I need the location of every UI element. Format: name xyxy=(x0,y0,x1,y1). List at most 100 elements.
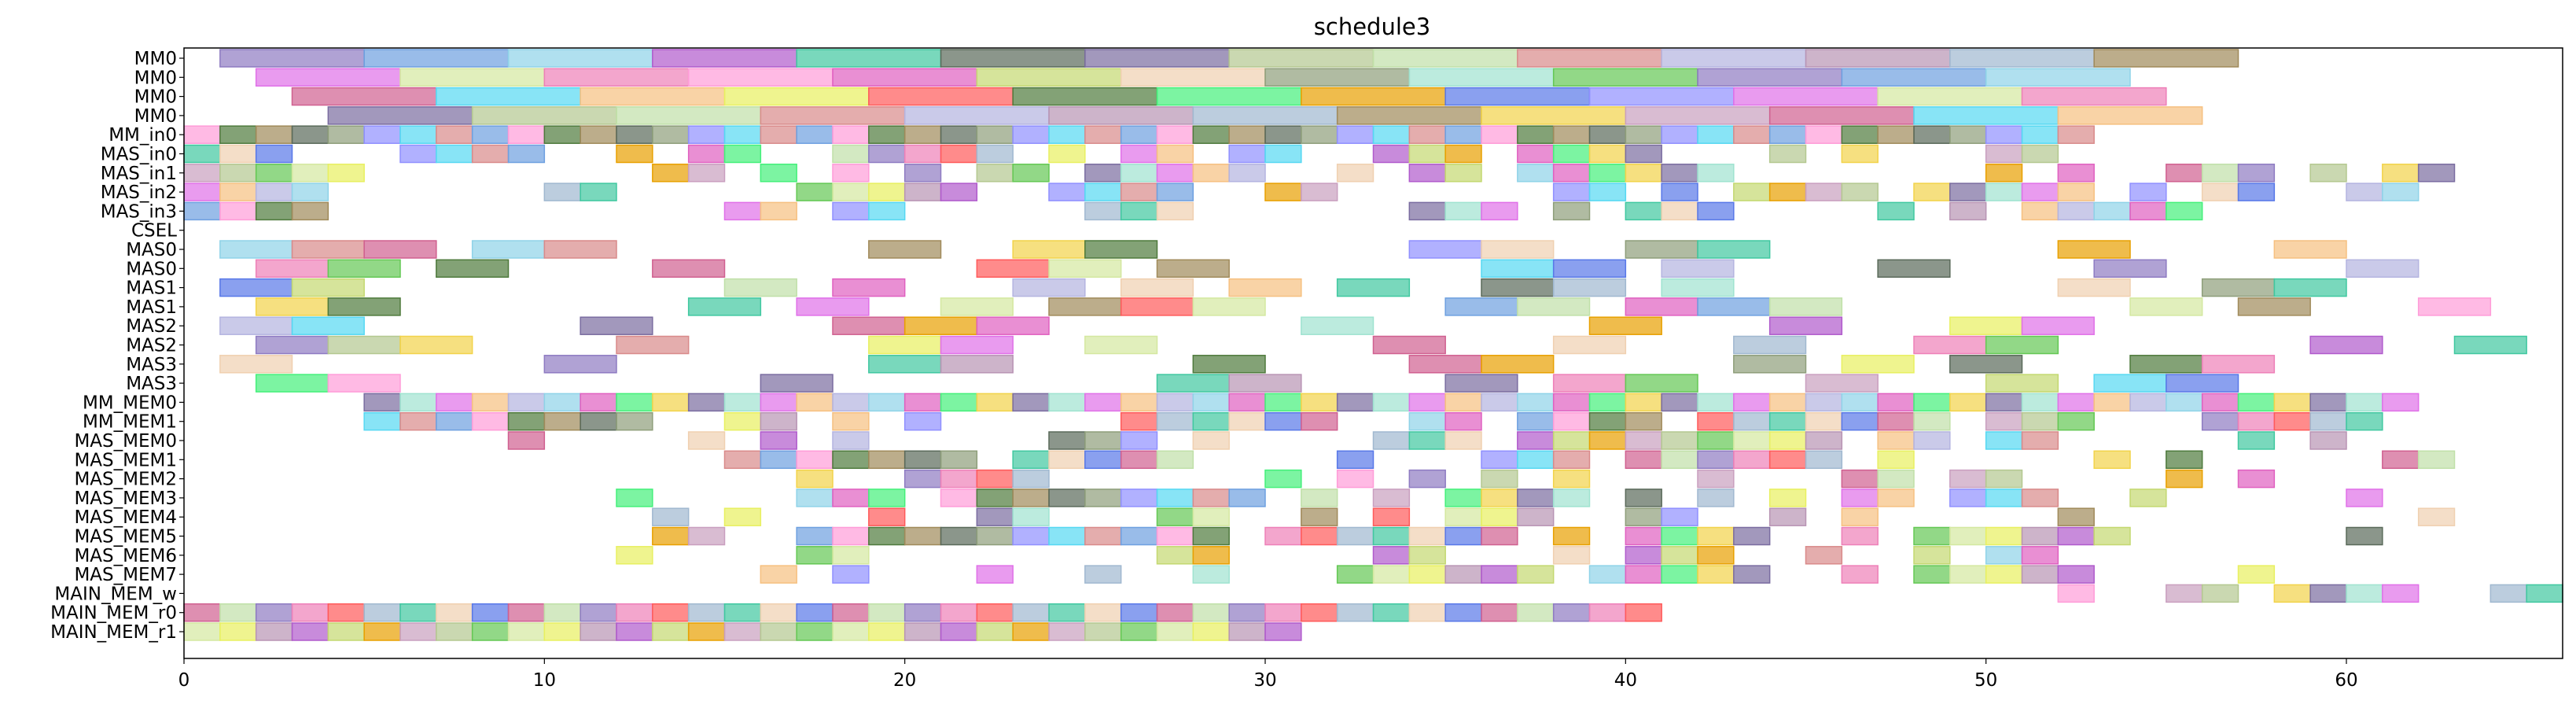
schedule-bar xyxy=(1841,526,1879,546)
schedule-bar xyxy=(543,125,581,144)
schedule-bar xyxy=(1625,374,1698,393)
schedule-bar xyxy=(1012,507,1050,526)
schedule-bar xyxy=(616,603,653,622)
schedule-bar xyxy=(1588,431,1627,450)
y-tick-label: CSEL xyxy=(131,221,177,242)
schedule-bar xyxy=(1048,431,1086,450)
schedule-bar xyxy=(1985,565,2023,584)
schedule-bar xyxy=(832,125,870,144)
schedule-bar xyxy=(976,507,1014,526)
schedule-bar xyxy=(2237,565,2276,584)
schedule-bar xyxy=(616,335,690,355)
schedule-bar xyxy=(1408,565,1446,584)
schedule-bar xyxy=(1084,622,1122,641)
y-tick-label: MAS_MEM4 xyxy=(74,507,177,528)
schedule-bar xyxy=(1625,201,1662,221)
schedule-bar xyxy=(2057,125,2095,144)
schedule-bar xyxy=(1588,411,1627,431)
schedule-bar xyxy=(868,489,906,507)
schedule-bar xyxy=(580,125,617,144)
schedule-bar xyxy=(1408,546,1446,565)
schedule-bar xyxy=(2057,164,2095,183)
schedule-bar xyxy=(976,565,1014,584)
schedule-bar xyxy=(903,106,1050,125)
schedule-bar xyxy=(363,603,401,622)
schedule-bar xyxy=(940,603,978,622)
schedule-bar xyxy=(832,526,870,546)
schedule-bar xyxy=(1048,125,1086,144)
schedule-bar xyxy=(1588,144,1627,164)
schedule-bar xyxy=(1733,565,1771,584)
schedule-bar xyxy=(1012,622,1050,641)
schedule-bar xyxy=(1120,450,1158,470)
schedule-bar xyxy=(183,144,221,164)
schedule-bar xyxy=(1697,469,1735,489)
schedule-bar xyxy=(2129,355,2203,374)
schedule-bar xyxy=(255,335,329,355)
y-tick-label: MAS0 xyxy=(126,240,177,260)
schedule-bar xyxy=(327,125,365,144)
schedule-bar xyxy=(1552,469,1591,489)
schedule-bar xyxy=(471,144,510,164)
schedule-bar xyxy=(1768,489,1807,507)
schedule-bar xyxy=(1372,335,1446,355)
schedule-bar xyxy=(1841,411,1879,431)
schedule-bar xyxy=(2490,584,2527,603)
schedule-bar xyxy=(940,489,978,507)
schedule-bar xyxy=(1301,603,1338,622)
schedule-bar xyxy=(363,411,401,431)
schedule-bar xyxy=(687,125,726,144)
schedule-bar xyxy=(2021,87,2167,106)
schedule-bar xyxy=(2093,393,2131,412)
schedule-bar xyxy=(2273,240,2347,259)
schedule-bar xyxy=(940,125,978,144)
schedule-bar xyxy=(760,125,797,144)
schedule-bar xyxy=(1949,393,1987,412)
schedule-bar xyxy=(1913,393,1951,412)
schedule-bar xyxy=(1120,431,1158,450)
schedule-bar xyxy=(1012,240,1086,259)
schedule-bar xyxy=(1985,335,2059,355)
schedule-bar xyxy=(1048,393,1086,412)
schedule-bar xyxy=(1517,411,1555,431)
schedule-bar xyxy=(183,603,221,622)
schedule-bar xyxy=(219,355,293,374)
x-tick-label: 10 xyxy=(533,670,556,691)
y-tick-label: MAS2 xyxy=(126,316,177,337)
y-tick-label: MAS1 xyxy=(126,297,177,318)
schedule-bar xyxy=(1481,355,1555,374)
schedule-bar xyxy=(1697,164,1735,183)
schedule-bar xyxy=(832,393,870,412)
schedule-bar xyxy=(1949,355,2023,374)
schedule-bar xyxy=(1517,49,1662,68)
schedule-bar xyxy=(976,144,1014,164)
schedule-bar xyxy=(652,526,690,546)
schedule-bar xyxy=(363,240,437,259)
schedule-bar xyxy=(2057,201,2095,221)
schedule-bar xyxy=(2166,469,2203,489)
schedule-bar xyxy=(471,622,510,641)
schedule-bar xyxy=(1697,393,1735,412)
schedule-bar xyxy=(255,164,293,183)
schedule-bar xyxy=(2021,183,2059,201)
schedule-bar xyxy=(1084,431,1122,450)
schedule-bar xyxy=(832,68,978,87)
schedule-bar xyxy=(903,526,942,546)
y-tick-label: MM_MEM1 xyxy=(83,412,177,433)
schedule-bar xyxy=(219,603,257,622)
schedule-bar xyxy=(1552,335,1627,355)
schedule-bar xyxy=(832,489,870,507)
schedule-bar xyxy=(1625,164,1662,183)
schedule-bar xyxy=(760,106,906,125)
schedule-bar xyxy=(507,393,546,412)
schedule-bar xyxy=(1336,526,1374,546)
schedule-bar xyxy=(543,183,581,201)
schedule-bar xyxy=(1985,411,2023,431)
schedule-bar xyxy=(1985,393,2023,412)
schedule-bar xyxy=(1301,125,1338,144)
schedule-bar xyxy=(1805,450,1843,470)
schedule-bar xyxy=(2237,469,2276,489)
y-tick-label: MAS3 xyxy=(126,355,177,375)
schedule-bar xyxy=(1012,393,1050,412)
schedule-bar xyxy=(903,469,942,489)
